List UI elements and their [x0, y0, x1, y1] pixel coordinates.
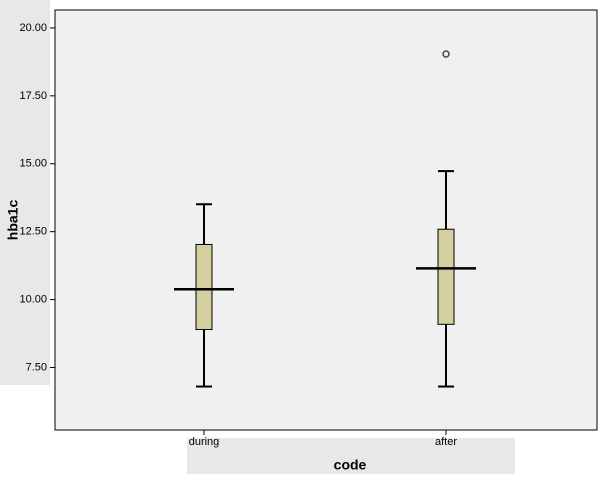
box [437, 228, 455, 325]
y-label-panel [0, 0, 50, 385]
plot-area [54, 9, 598, 431]
y-tick-label: 7.50 [26, 361, 47, 373]
y-tick-label: 12.50 [19, 226, 47, 238]
y-tick-label: 10.00 [19, 294, 47, 306]
outlier [442, 50, 450, 58]
y-axis-label: hba1c [5, 200, 21, 241]
x-tick-label: during [189, 436, 220, 448]
box [195, 243, 213, 330]
y-tick-label: 15.00 [19, 158, 47, 170]
x-label-panel [187, 438, 515, 474]
x-axis-label: code [334, 457, 367, 473]
y-tick-label: 20.00 [19, 22, 47, 34]
x-tick-label: after [435, 436, 457, 448]
y-tick-label: 17.50 [19, 90, 47, 102]
